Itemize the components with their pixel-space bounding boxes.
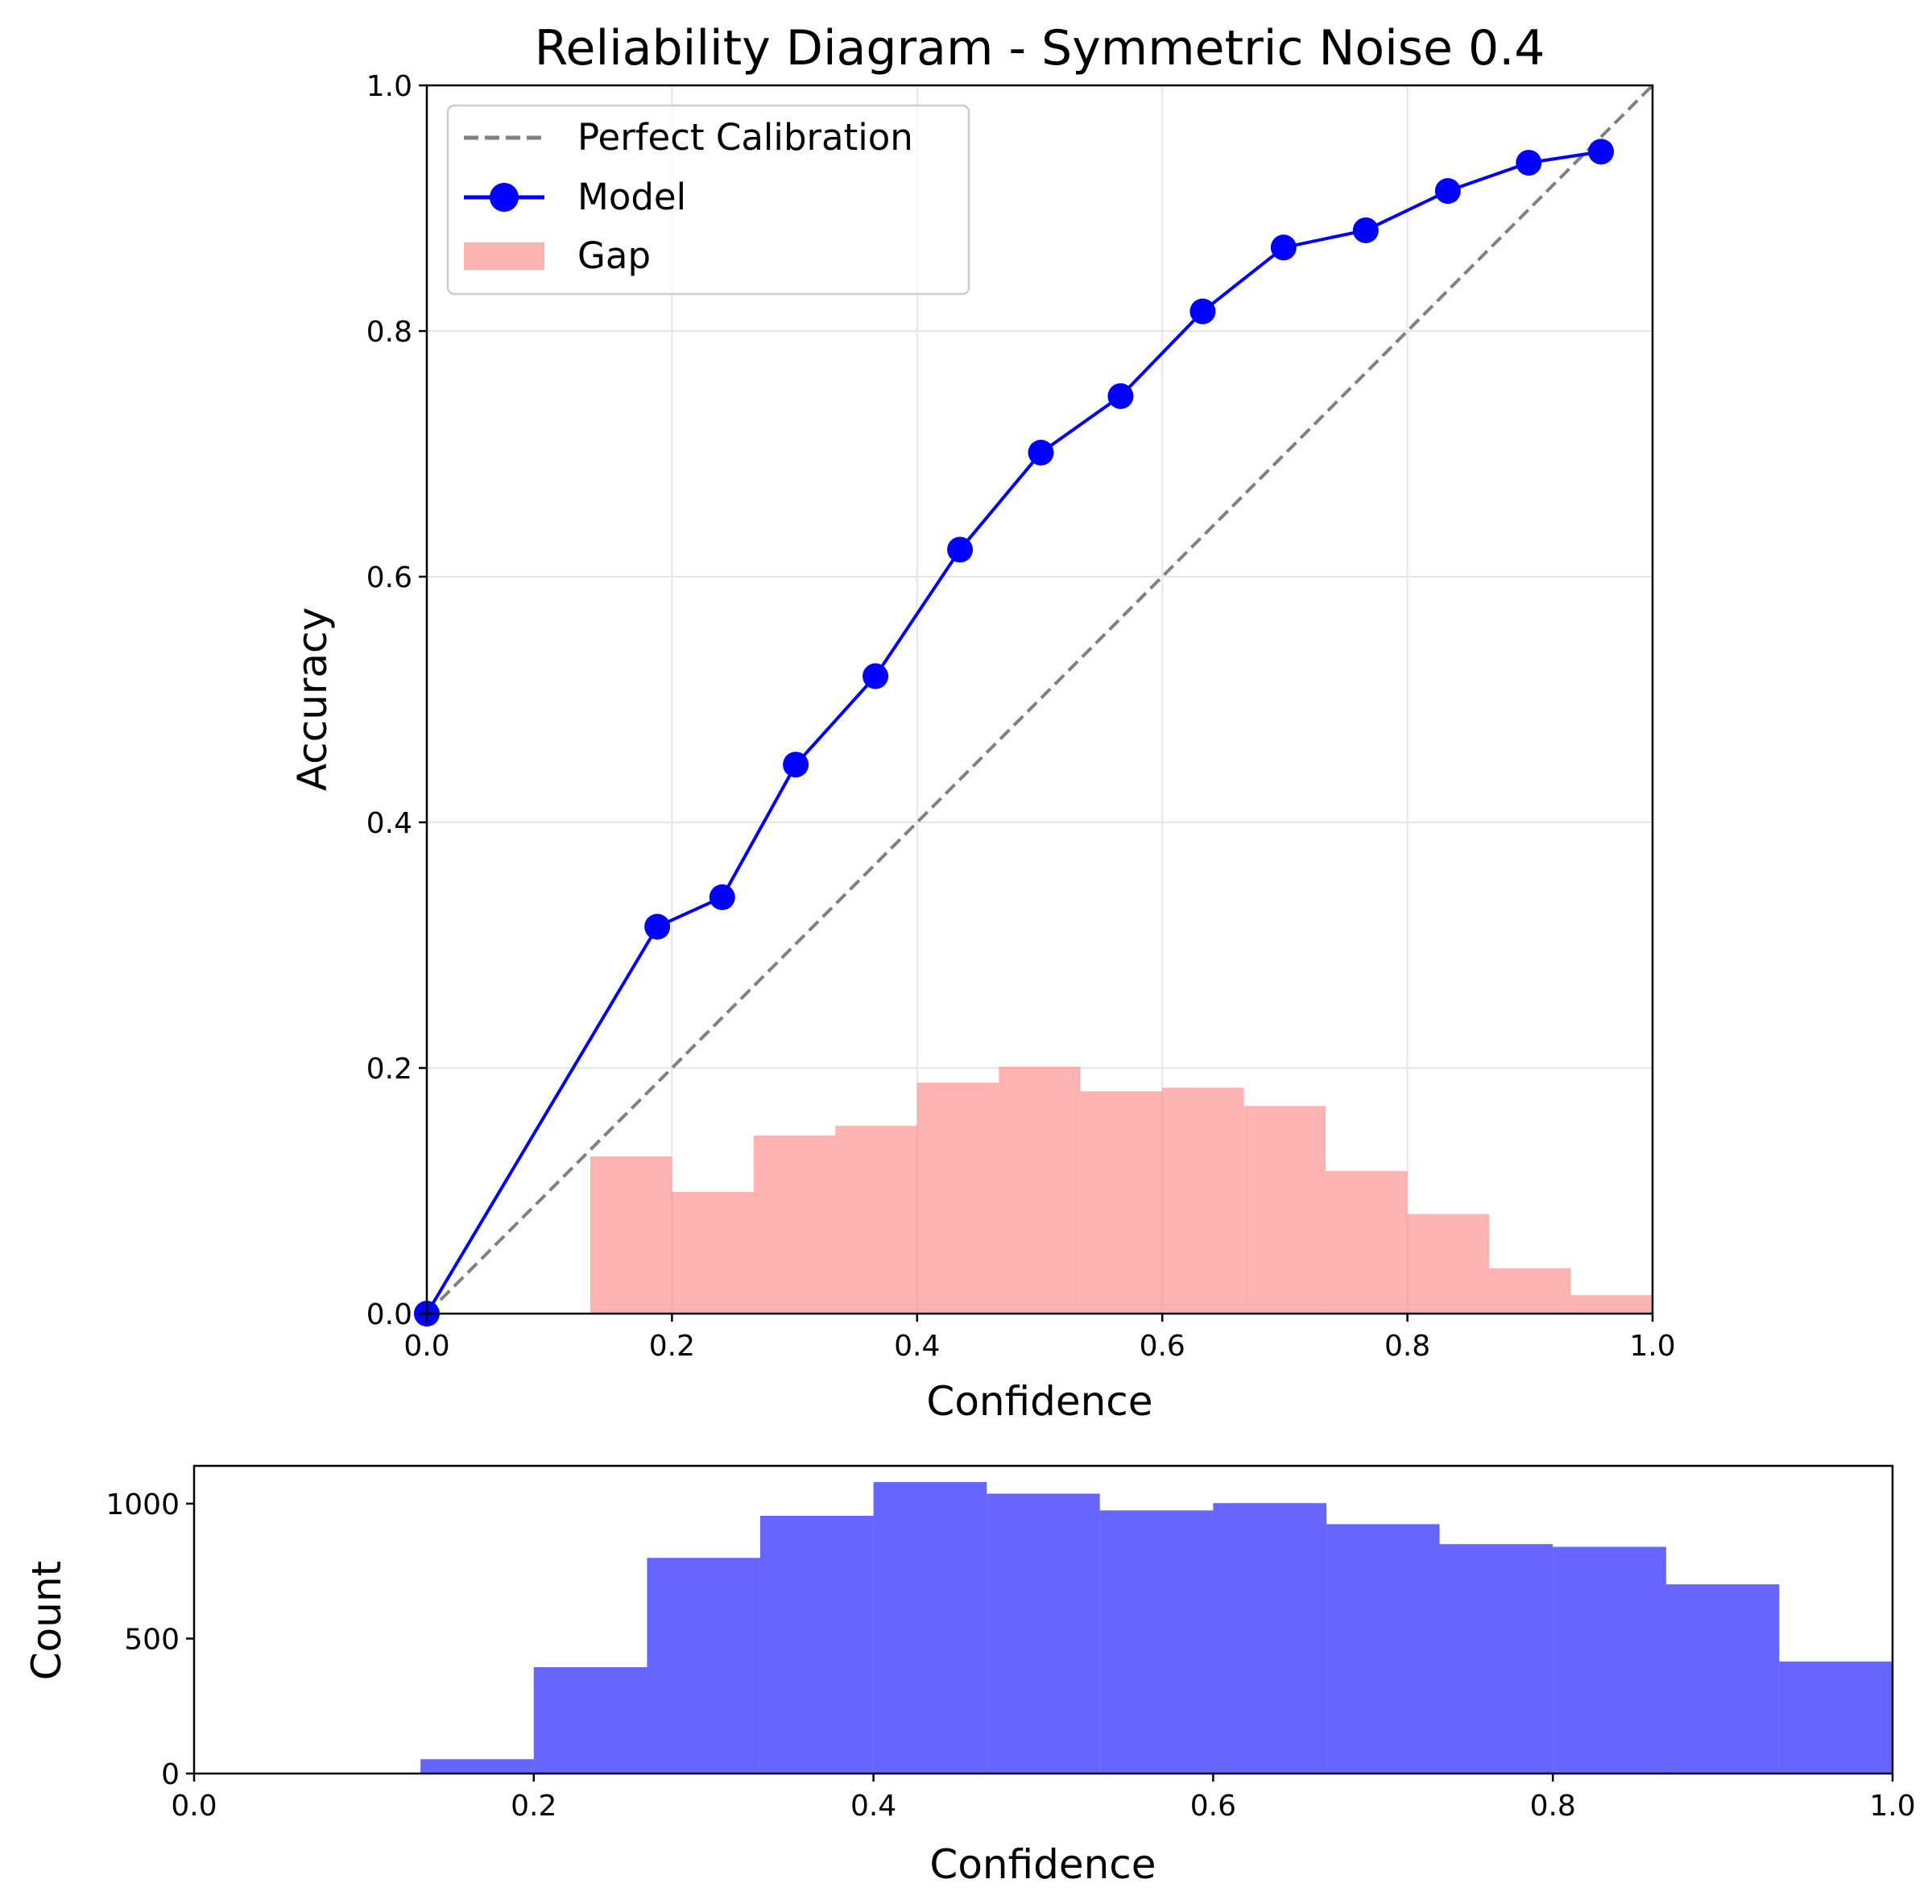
top-x-tick-label: 0.4	[894, 1330, 940, 1363]
gap-bar	[753, 1135, 836, 1314]
top-y-tick-label: 1.0	[366, 70, 412, 103]
gap-bar	[916, 1082, 999, 1314]
bottom-x-axis-label: Confidence	[929, 1841, 1156, 1888]
top-axes-frame	[425, 84, 1654, 1315]
gap-bar	[835, 1125, 917, 1314]
top-x-ticks: 0.0 0.2 0.4 0.6 0.8 1.0	[403, 1314, 1676, 1363]
gap-bar	[1080, 1091, 1163, 1314]
top-x-tick-label: 0.8	[1384, 1330, 1430, 1363]
count-bar	[873, 1482, 987, 1774]
gap-bar	[1489, 1268, 1571, 1314]
bottom-x-tick-label: 1.0	[1869, 1790, 1915, 1823]
bottom-x-tick-label: 0.4	[850, 1790, 896, 1823]
count-bar	[1439, 1544, 1553, 1774]
top-y-tick-label: 0.0	[366, 1298, 412, 1331]
legend-frame	[446, 104, 970, 296]
legend: Perfect Calibration Model Gap	[446, 104, 970, 296]
count-bar	[1553, 1546, 1666, 1774]
model-point	[863, 663, 889, 689]
model-point	[1107, 383, 1134, 409]
top-y-tick-label: 0.2	[366, 1053, 412, 1086]
top-x-tick-label: 0.2	[649, 1330, 695, 1363]
gap-bar	[590, 1156, 672, 1314]
chart-title: Reliability Diagram - Symmetric Noise 0.…	[535, 20, 1545, 77]
model-point	[783, 751, 809, 778]
bottom-y-tick-label: 1000	[105, 1488, 180, 1521]
count-bars	[420, 1482, 1893, 1774]
legend-gap-swatch	[464, 242, 544, 270]
legend-label-perfect: Perfect Calibration	[577, 116, 913, 159]
gap-bar	[1326, 1171, 1408, 1314]
top-y-tick-label: 0.8	[366, 316, 412, 349]
bottom-x-ticks: 0.0 0.2 0.4 0.6 0.8 1.0	[171, 1774, 1916, 1823]
gap-bar	[1407, 1214, 1490, 1314]
count-bar	[420, 1759, 534, 1774]
model-point	[947, 536, 974, 563]
model-point	[644, 913, 671, 940]
bottom-y-tick-label: 500	[124, 1623, 180, 1656]
bottom-x-tick-label: 0.0	[171, 1790, 217, 1823]
count-bar	[1779, 1661, 1893, 1774]
count-bar	[1665, 1584, 1780, 1774]
gap-bar	[1570, 1295, 1653, 1314]
model-point	[1588, 139, 1615, 165]
model-point	[1189, 298, 1216, 325]
model-point	[1270, 234, 1297, 261]
model-point	[1434, 178, 1461, 205]
top-x-tick-label: 0.6	[1140, 1330, 1185, 1363]
model-series	[414, 139, 1615, 1327]
top-x-tick-label: 0.0	[403, 1330, 449, 1363]
top-y-axis-label: Accuracy	[289, 607, 336, 791]
top-y-tick-label: 0.4	[366, 807, 412, 840]
count-bar	[1213, 1503, 1327, 1774]
top-y-ticks: 0.0 0.2 0.4 0.6 0.8 1.0	[366, 70, 427, 1331]
bottom-x-tick-label: 0.2	[511, 1790, 556, 1823]
model-point	[1516, 150, 1542, 176]
count-bar	[647, 1558, 760, 1774]
gap-bars	[590, 1066, 1653, 1314]
model-point	[1028, 439, 1054, 466]
model-line	[425, 150, 1602, 1315]
bottom-y-ticks: 0 500 1000	[105, 1488, 194, 1791]
count-bar	[759, 1515, 874, 1774]
count-bar	[1099, 1510, 1214, 1774]
legend-model-swatch-marker	[490, 183, 519, 212]
bottom-y-tick-label: 0	[161, 1758, 180, 1791]
gap-bar	[1162, 1087, 1244, 1314]
legend-label-model: Model	[577, 176, 686, 218]
count-bar	[533, 1666, 647, 1774]
count-bar	[1326, 1524, 1440, 1774]
bottom-axes-frame	[192, 1464, 1894, 1775]
bottom-x-tick-label: 0.8	[1530, 1790, 1576, 1823]
gap-bar	[1243, 1106, 1326, 1314]
model-point	[709, 884, 735, 911]
top-y-tick-label: 0.6	[366, 561, 412, 594]
count-bar	[987, 1493, 1100, 1774]
bottom-x-tick-label: 0.6	[1190, 1790, 1236, 1823]
gap-bar	[672, 1192, 754, 1314]
legend-label-gap: Gap	[577, 234, 651, 277]
top-x-tick-label: 1.0	[1629, 1330, 1675, 1363]
count-histogram-chart: 0.0 0.2 0.4 0.6 0.8 1.0 0 500 1000 Confidence C…	[23, 1464, 1916, 1888]
top-x-axis-label: Confidence	[926, 1378, 1152, 1425]
model-point	[1352, 217, 1379, 243]
reliability-chart: Reliability Diagram - Symmetric Noise 0.…	[289, 20, 1676, 1425]
bottom-y-axis-label: Count	[23, 1561, 70, 1681]
gap-bar	[999, 1066, 1081, 1314]
